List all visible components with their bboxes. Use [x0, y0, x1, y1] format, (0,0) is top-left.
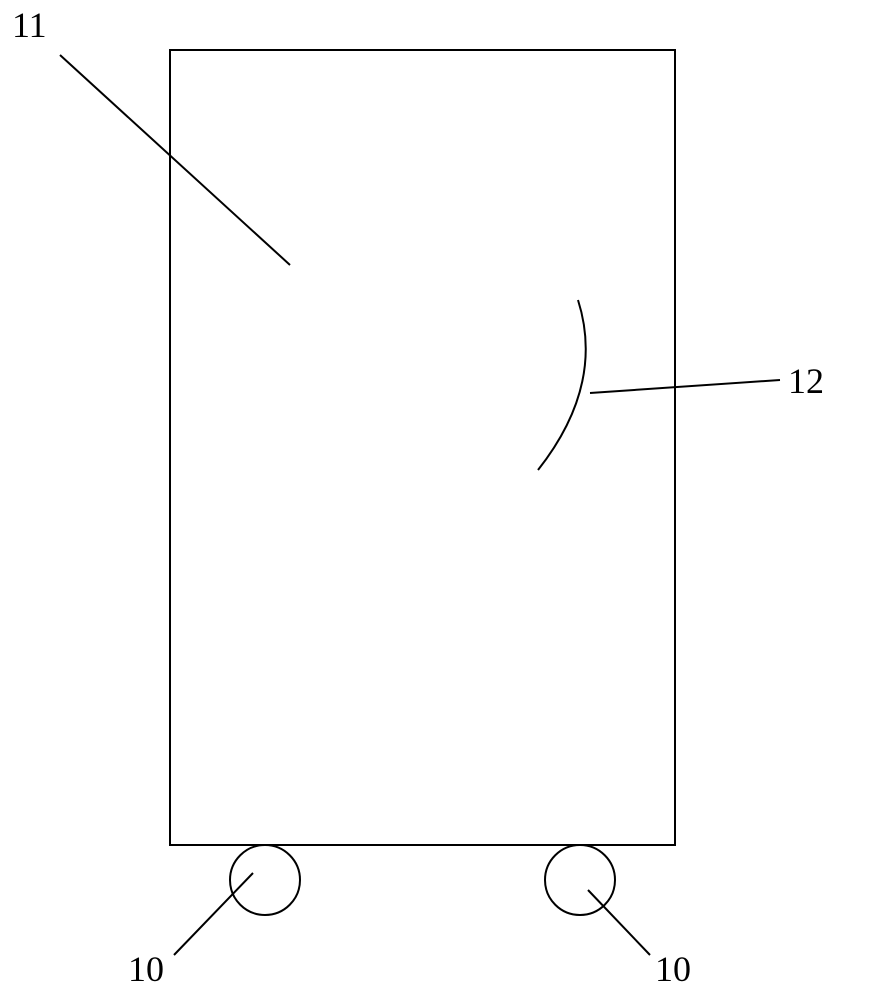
label-12: 12	[788, 360, 824, 402]
handle-arc	[538, 300, 586, 470]
leader-line-11	[60, 55, 290, 265]
label-10-right: 10	[655, 948, 691, 990]
label-11: 11	[12, 4, 47, 46]
main-box	[170, 50, 675, 845]
wheel-right	[545, 845, 615, 915]
leader-line-12	[590, 380, 780, 393]
label-10-left: 10	[128, 948, 164, 990]
diagram-container: 11 12 10 10	[0, 0, 891, 1000]
diagram-svg	[0, 0, 891, 1000]
leader-line-10-left	[174, 873, 253, 955]
wheel-left	[230, 845, 300, 915]
leader-line-10-right	[588, 890, 650, 955]
